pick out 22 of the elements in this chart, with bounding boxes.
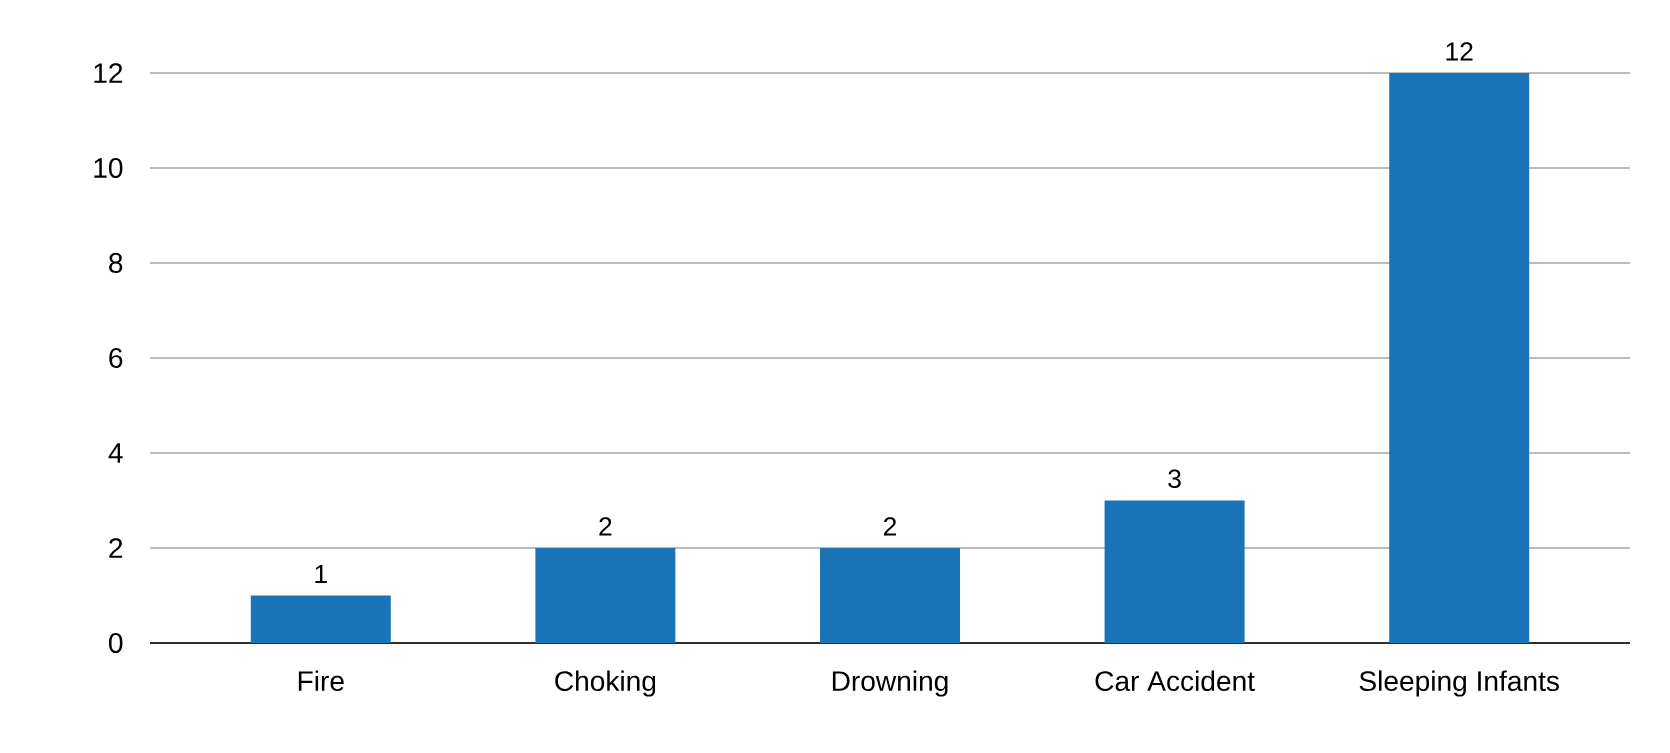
bar: [1389, 72, 1530, 643]
data-label: 2: [599, 517, 612, 536]
bar: [250, 595, 391, 643]
data-label: 1: [315, 564, 327, 584]
x-tick-label: Car Accident: [1095, 670, 1255, 692]
bar: [1104, 500, 1245, 643]
y-tick-label: 12: [94, 63, 123, 83]
y-tick-label: 8: [109, 253, 123, 273]
bar: [535, 547, 676, 643]
y-tick-label: 0: [109, 633, 123, 653]
y-tick-label: 4: [108, 443, 123, 463]
data-label: 2: [883, 517, 896, 536]
y-tick-label: 2: [109, 538, 123, 558]
data-label: 3: [1168, 469, 1181, 489]
x-tick-label: Fire: [298, 670, 344, 692]
x-tick-label: Drowning: [832, 670, 948, 697]
x-tick-label: Sleeping Infants: [1359, 670, 1559, 697]
x-tick-label: Choking: [555, 670, 656, 697]
y-tick-label: 6: [109, 348, 123, 368]
bar: [819, 547, 960, 643]
y-tick-label: 10: [94, 158, 123, 178]
data-label: 12: [1446, 42, 1473, 61]
